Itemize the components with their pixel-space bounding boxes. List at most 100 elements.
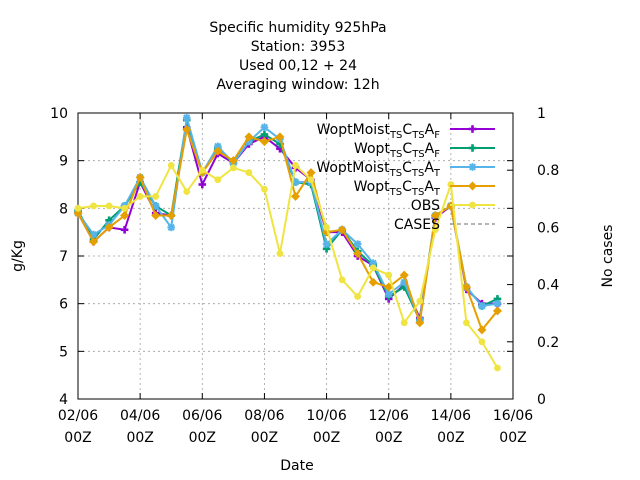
series-line — [77, 163, 499, 369]
legend-subscript: TS — [389, 130, 402, 141]
data-point — [307, 176, 315, 184]
data-point — [260, 130, 269, 139]
data-point — [213, 146, 223, 156]
y2-axis-label: No cases — [600, 225, 616, 288]
data-point-d2 — [493, 300, 502, 308]
legend-subscript: F — [434, 130, 440, 141]
x-tick-label-date: 02/06 — [58, 408, 98, 424]
title-line: Used 00,12 + 24 — [239, 58, 357, 74]
y-tick-label: 8 — [59, 201, 68, 217]
legend-subscript: TS — [411, 149, 424, 160]
data-point — [494, 364, 501, 372]
data-point — [461, 282, 471, 292]
legend-subscript: T — [433, 168, 441, 179]
data-point-d2 — [385, 290, 393, 298]
legend-text: WoptMoist — [316, 160, 390, 176]
legend-subscript: TS — [411, 130, 424, 141]
x-tick-label-hour: 00Z — [251, 430, 278, 446]
x-tick-label-hour: 00Z — [189, 430, 216, 446]
data-point-d2 — [369, 259, 377, 267]
data-point — [416, 297, 424, 305]
y2-tick-label: 0.2 — [537, 335, 559, 351]
legend-text: C — [402, 141, 412, 157]
data-point — [120, 225, 129, 234]
y2-tick-label: 0.6 — [537, 220, 559, 236]
legend-text: C — [402, 160, 412, 176]
data-point — [323, 224, 330, 231]
data-point — [183, 188, 191, 196]
data-point — [291, 191, 300, 201]
legend: WoptMoistTSCTSAFWoptTSCTSAFWoptMoistTSCT… — [316, 122, 495, 233]
data-point — [229, 164, 237, 172]
data-point — [462, 319, 470, 327]
data-point — [493, 299, 502, 308]
data-point — [259, 137, 269, 147]
y-tick-label: 10 — [50, 106, 68, 122]
data-point — [492, 306, 502, 316]
data-point-d2 — [152, 202, 160, 210]
data-point-d2 — [478, 302, 486, 310]
data-point — [469, 201, 476, 209]
legend-text: A — [424, 160, 434, 176]
y2-tick-label: 0.8 — [537, 163, 559, 179]
legend-text: C — [402, 179, 412, 195]
data-point — [468, 144, 477, 152]
data-point — [214, 176, 222, 184]
data-point — [369, 264, 377, 272]
x-tick-label-date: 10/06 — [306, 408, 346, 424]
legend-subscript: F — [434, 149, 440, 160]
data-point-d2 — [214, 142, 222, 150]
data-point — [121, 204, 129, 212]
x-tick-label-date: 14/06 — [431, 408, 471, 424]
data-point — [245, 169, 253, 176]
data-point — [338, 276, 346, 284]
y2-tick-label: 1 — [537, 106, 546, 122]
data-point — [151, 202, 160, 210]
grid — [78, 113, 513, 399]
x-axis-label: Date — [280, 458, 313, 474]
data-point — [353, 249, 363, 259]
data-point — [337, 225, 347, 235]
title-line: Averaging window: 12h — [216, 77, 379, 93]
legend-subscript: T — [433, 187, 441, 198]
data-point — [431, 226, 439, 234]
legend-subscript: TS — [389, 168, 402, 179]
data-point-d2 — [468, 163, 477, 171]
data-point — [292, 162, 299, 169]
title-line: Specific humidity 925hPa — [209, 20, 386, 36]
data-point — [261, 185, 268, 193]
data-point — [90, 202, 97, 210]
data-point — [368, 277, 378, 287]
legend-subscript: TS — [411, 187, 424, 198]
data-point — [198, 166, 206, 174]
data-point — [198, 180, 207, 189]
data-point — [430, 210, 440, 220]
legend-text: Wopt — [354, 179, 390, 195]
data-point-d2 — [260, 123, 268, 131]
data-point — [399, 270, 409, 280]
title-line: Station: 3953 — [251, 39, 346, 55]
x-tick-label-hour: 00Z — [375, 430, 402, 446]
x-tick-label-hour: 00Z — [126, 430, 153, 446]
legend-text: A — [425, 122, 435, 138]
legend-text: A — [425, 141, 435, 157]
data-point — [385, 271, 393, 279]
legend-label: WoptMoistTSCTSAF — [317, 122, 441, 141]
data-point — [151, 210, 161, 220]
x-tick-label-date: 12/06 — [369, 408, 409, 424]
legend-subscript: TS — [389, 149, 402, 160]
legend-label: WoptTSCTSAF — [354, 141, 440, 160]
data-point — [400, 319, 408, 327]
data-point — [244, 132, 254, 142]
chart-title: Specific humidity 925hPa Station: 3953 Use… — [209, 20, 386, 93]
data-point — [167, 223, 176, 232]
data-point-d2 — [323, 240, 331, 248]
y-axis-label: g/Kg — [10, 240, 26, 272]
data-point — [275, 132, 285, 142]
legend-text: OBS — [411, 198, 440, 214]
data-point — [89, 237, 99, 247]
y-tick-label: 7 — [59, 249, 68, 265]
data-point — [353, 240, 362, 248]
data-point — [104, 222, 114, 232]
